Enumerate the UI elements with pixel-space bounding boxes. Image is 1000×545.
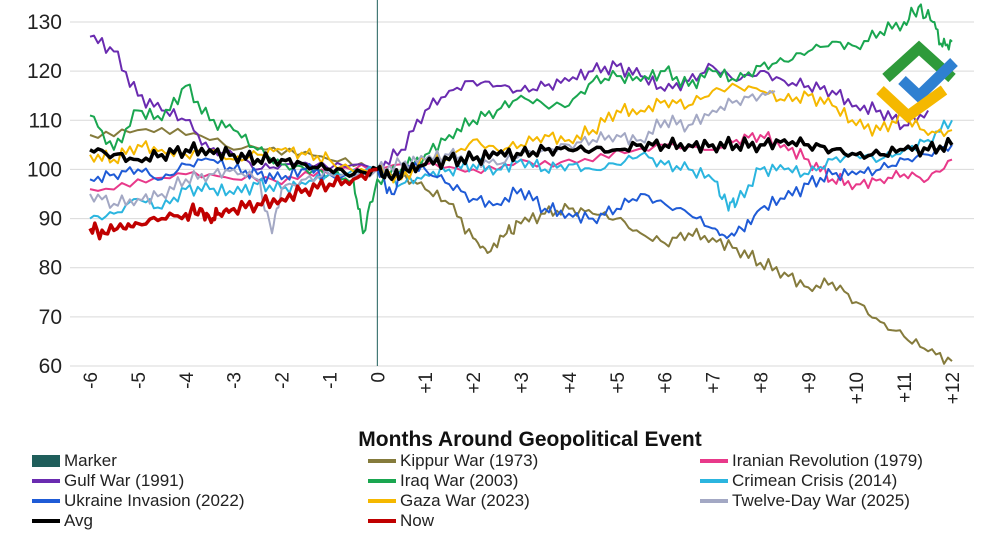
y-tick-label: 80 [39, 257, 62, 280]
legend-item: Marker [32, 451, 117, 471]
x-tick-labels: -6 -5 -4 -3 -2 -1 0 +1 +2 +3 +4 +5 +6 +7 +8 +9 +10 +11 +12 [81, 372, 964, 405]
x-tick-label: +1 [416, 372, 437, 394]
logo-chevrons-icon [876, 40, 958, 124]
legend-swatch [368, 459, 396, 463]
legend-swatch [368, 519, 396, 523]
x-tick-label: +6 [656, 372, 677, 394]
x-tick-label: +12 [943, 372, 964, 404]
chart-svg: 60 70 80 90 100 110 120 130 -6 -5 -4 -3 -2 -1 0 +1 +2 +3… [27, 0, 974, 450]
x-tick-label: +10 [847, 372, 868, 404]
legend-label: Twelve-Day War (2025) [732, 491, 910, 510]
legend-item: Crimean Crisis (2014) [700, 471, 897, 491]
legend-label: Iranian Revolution (1979) [732, 451, 923, 470]
series-layer [88, 3, 954, 365]
legend-swatch [32, 479, 60, 483]
legend-item: Kippur War (1973) [368, 451, 538, 471]
legend-label: Now [400, 511, 435, 530]
y-tick-label: 110 [29, 109, 62, 132]
gridlines [70, 0, 974, 367]
series-line-kippur-war-1973 [89, 127, 953, 365]
legend-label: Kippur War (1973) [400, 451, 539, 470]
legend-item: Iraq War (2003) [368, 471, 518, 491]
y-tick-label: 100 [27, 158, 62, 181]
x-tick-label: +2 [464, 372, 485, 394]
series-line-crimean-crisis-2014 [89, 119, 953, 221]
legend-label: Ukraine Invasion (2022) [64, 491, 245, 510]
x-axis-label: Months Around Geopolitical Event [358, 428, 701, 450]
y-tick-label: 90 [39, 208, 62, 231]
legend-label: Gaza War (2023) [400, 491, 530, 510]
legend-swatch [368, 479, 396, 483]
legend-swatch [368, 499, 396, 503]
legend: Marker Kippur War (1973) Iranian Revolutio… [0, 450, 1000, 545]
y-tick-label: 120 [27, 60, 62, 83]
legend-swatch [32, 519, 60, 523]
x-tick-label: +9 [799, 372, 820, 394]
legend-swatch [700, 459, 728, 463]
legend-item: Gulf War (1991) [32, 471, 184, 491]
series-line-twelve-day-war-2025 [89, 89, 776, 235]
x-tick-label: +7 [704, 372, 725, 394]
legend-label: Avg [64, 511, 93, 530]
x-tick-label: -2 [273, 372, 294, 389]
x-tick-label: +4 [560, 372, 581, 394]
legend-item: Gaza War (2023) [368, 491, 530, 511]
legend-swatch [700, 479, 728, 483]
legend-item: Twelve-Day War (2025) [700, 491, 910, 511]
series-line-iraq-war-2003 [89, 3, 953, 235]
legend-item: Ukraine Invasion (2022) [32, 491, 244, 511]
series-line-gaza-war-2023 [89, 82, 953, 184]
x-tick-label: -5 [129, 372, 150, 389]
y-tick-labels: 60 70 80 90 100 110 120 130 [27, 11, 62, 378]
series-line-avg [89, 135, 954, 182]
x-tick-label: +11 [895, 372, 916, 403]
legend-item: Iranian Revolution (1979) [700, 451, 923, 471]
legend-item: Now [368, 511, 434, 531]
legend-label: Crimean Crisis (2014) [732, 471, 898, 490]
x-tick-label: -1 [320, 372, 341, 389]
legend-label: Gulf War (1991) [64, 471, 185, 490]
legend-swatch [32, 455, 60, 467]
x-tick-label: +5 [608, 372, 629, 394]
x-tick-label: +3 [512, 372, 533, 394]
series-line-gulf-war-1991 [89, 34, 929, 173]
x-tick-label: -6 [81, 372, 102, 389]
legend-swatch [32, 499, 60, 503]
series-line-now [88, 167, 378, 241]
legend-swatch [700, 499, 728, 503]
legend-label: Iraq War (2003) [400, 471, 519, 490]
x-tick-label: 0 [368, 372, 389, 383]
legend-item: Avg [32, 511, 93, 531]
x-tick-label: -4 [177, 372, 198, 389]
x-tick-label: -3 [225, 372, 246, 389]
legend-label: Marker [64, 451, 117, 470]
y-tick-label: 60 [39, 355, 62, 378]
x-tick-label: +8 [751, 372, 772, 394]
y-tick-label: 130 [27, 11, 62, 34]
y-tick-label: 70 [39, 306, 62, 329]
